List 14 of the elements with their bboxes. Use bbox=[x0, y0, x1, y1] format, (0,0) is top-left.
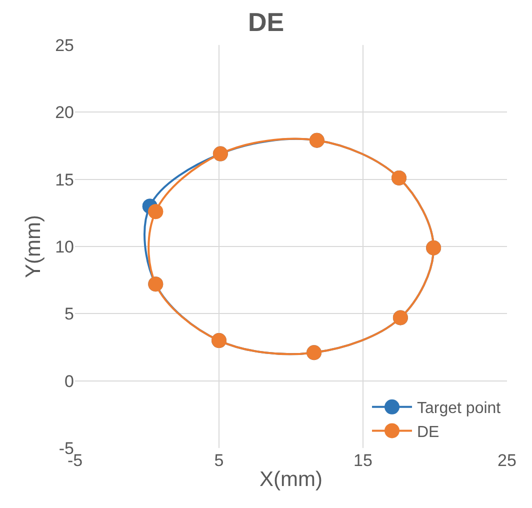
y-tick-label: 20 bbox=[55, 103, 74, 122]
x-axis-title: X(mm) bbox=[260, 468, 322, 492]
legend-label: DE bbox=[417, 424, 440, 441]
x-tick-label: 5 bbox=[214, 451, 224, 470]
y-axis-title: Y(mm) bbox=[22, 215, 46, 278]
y-tick-label: 15 bbox=[55, 170, 74, 190]
y-tick-label: 10 bbox=[55, 237, 74, 256]
y-tick-label: 0 bbox=[64, 372, 74, 391]
legend-label: Target point bbox=[417, 400, 502, 418]
x-tick-label: 25 bbox=[498, 451, 516, 470]
x-tick-label: 15 bbox=[354, 451, 372, 470]
y-tick-label: 25 bbox=[55, 36, 74, 55]
chart-title: DE bbox=[248, 6, 284, 37]
y-tick-label: 5 bbox=[64, 304, 74, 324]
